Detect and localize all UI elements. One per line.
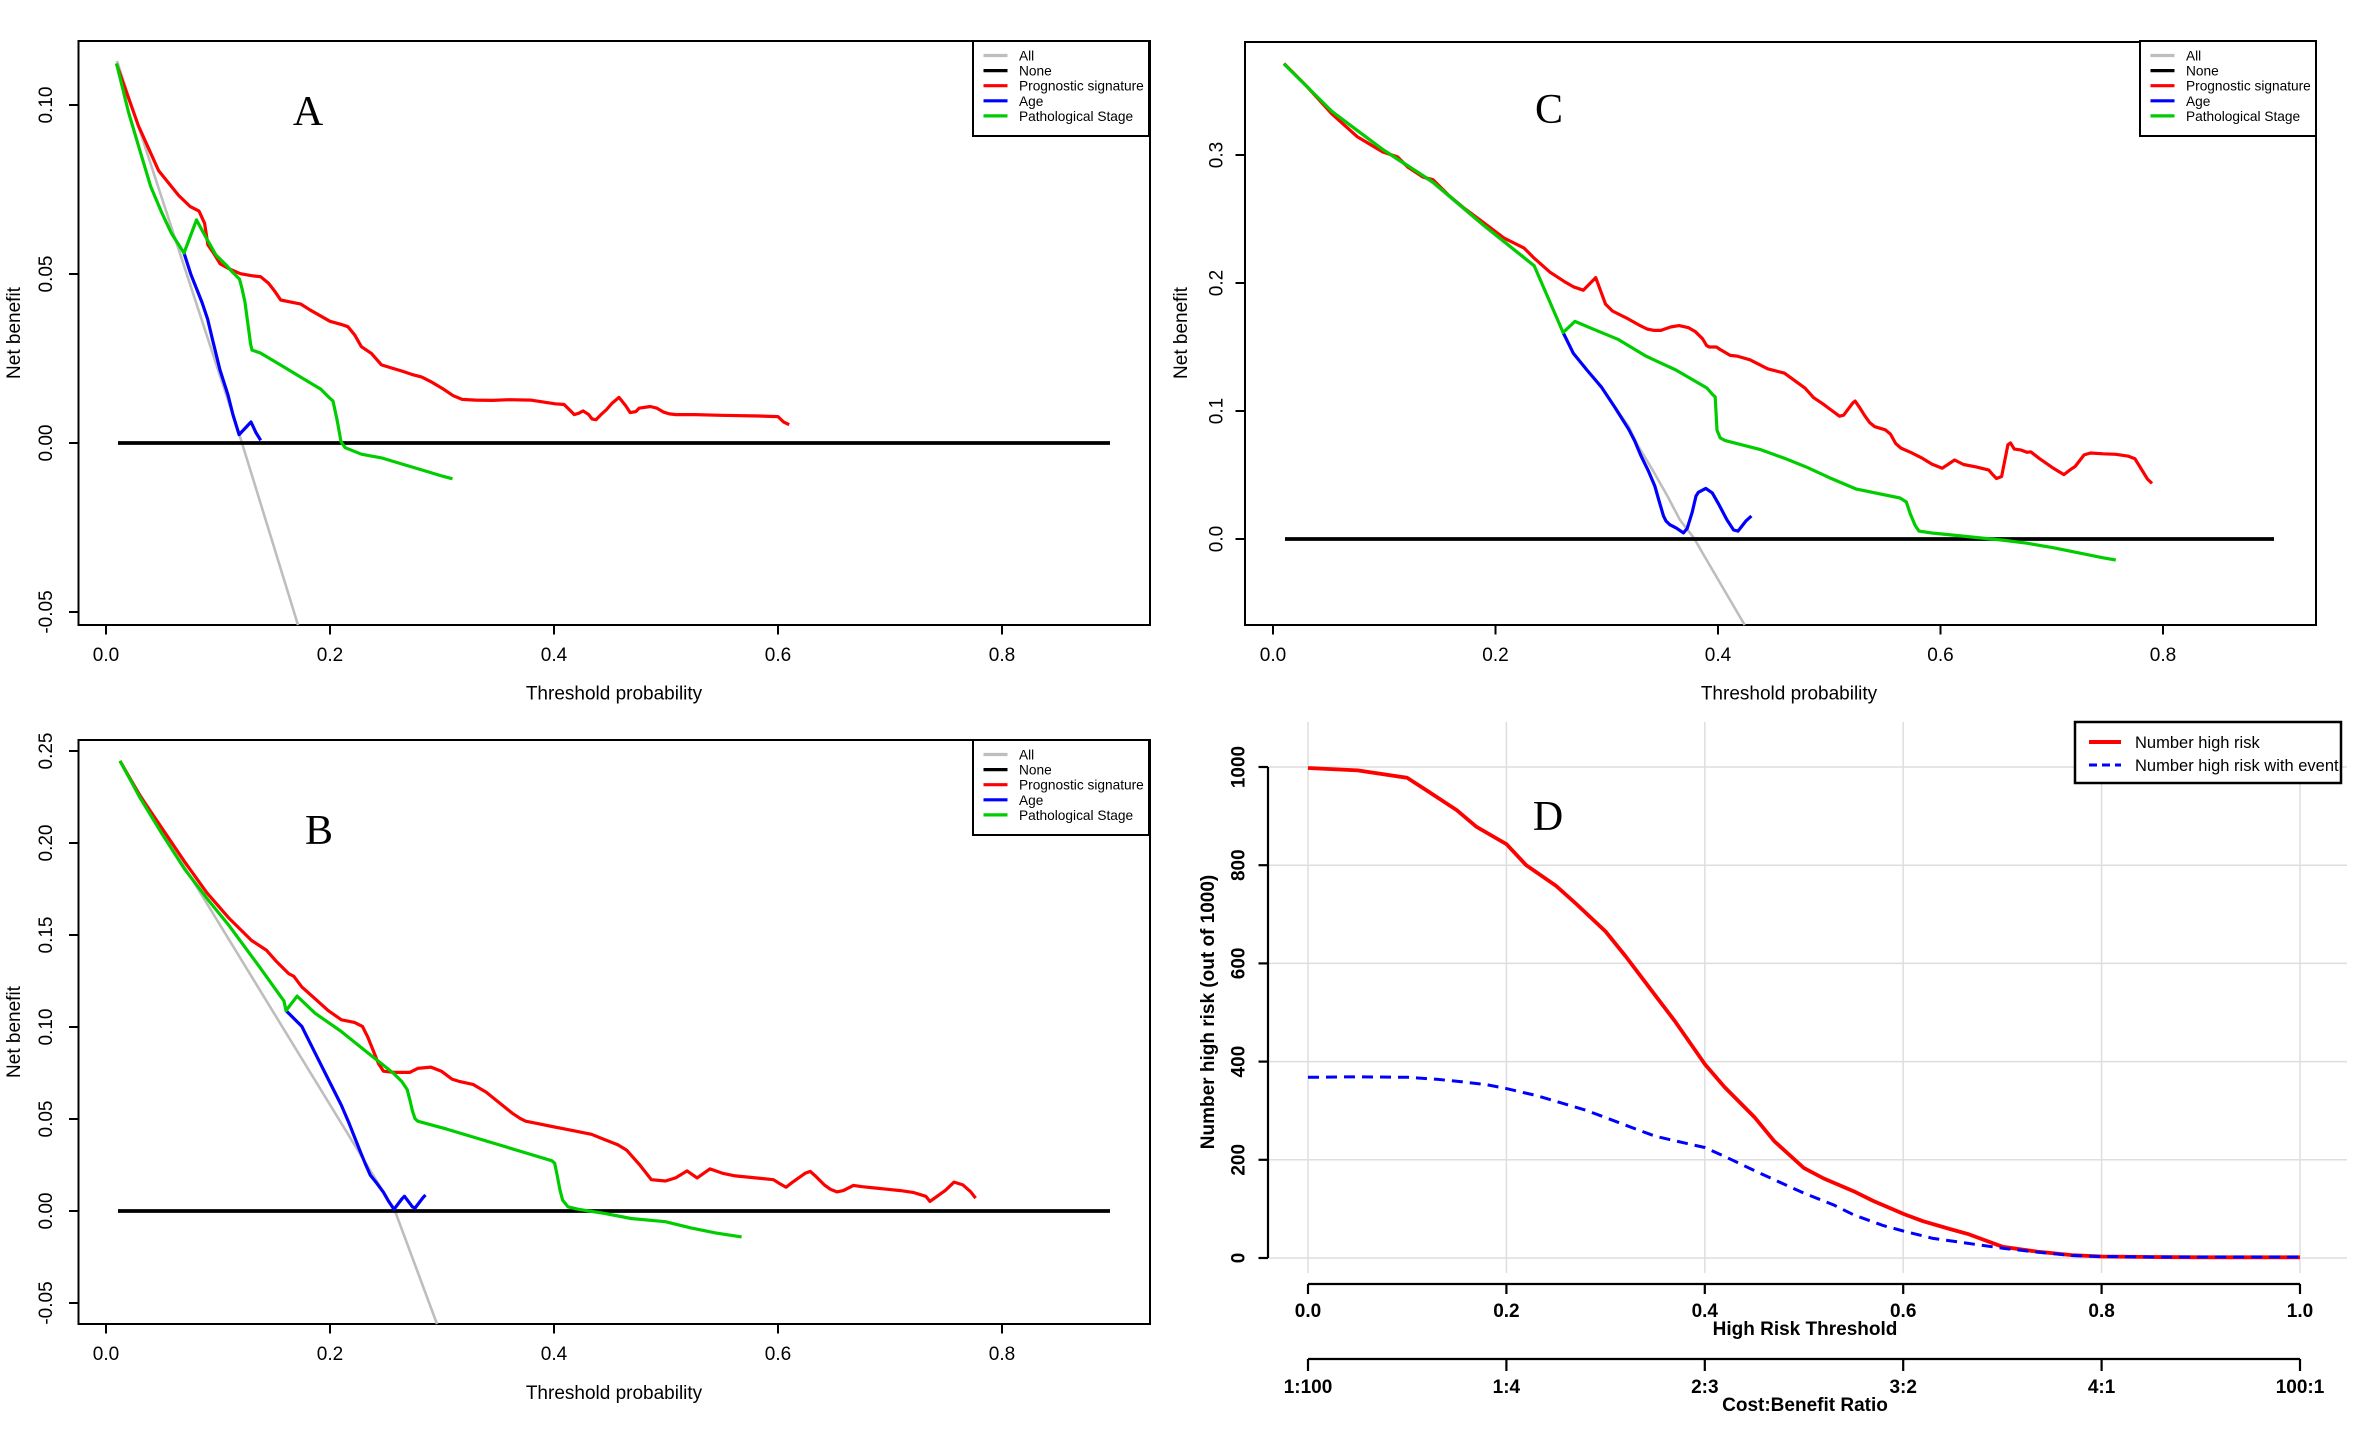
svg-text:0.8: 0.8 [2088, 1301, 2114, 1322]
svg-text:0.3: 0.3 [1207, 142, 1228, 168]
svg-text:Threshold probability: Threshold probability [526, 1383, 703, 1404]
svg-text:0.0: 0.0 [1295, 1301, 1321, 1322]
svg-text:0.4: 0.4 [1692, 1301, 1719, 1322]
svg-text:0.2: 0.2 [1493, 1301, 1519, 1322]
svg-text:0.2: 0.2 [317, 645, 343, 666]
svg-text:Age: Age [1019, 793, 1043, 808]
svg-text:A: A [293, 89, 324, 135]
svg-text:0.6: 0.6 [765, 1344, 791, 1365]
svg-text:0.2: 0.2 [1482, 645, 1508, 666]
svg-text:0.0: 0.0 [93, 1344, 119, 1365]
svg-text:Threshold probability: Threshold probability [526, 684, 703, 705]
svg-text:None: None [1019, 64, 1052, 79]
svg-text:Pathological Stage: Pathological Stage [2186, 109, 2300, 124]
svg-text:Prognostic signature: Prognostic signature [1019, 778, 1144, 793]
svg-text:100:1: 100:1 [2276, 1377, 2325, 1398]
svg-text:Cost:Benefit Ratio: Cost:Benefit Ratio [1722, 1395, 1888, 1416]
svg-text:0.0: 0.0 [1260, 645, 1286, 666]
svg-text:Pathological Stage: Pathological Stage [1019, 109, 1133, 124]
svg-text:-0.05: -0.05 [36, 1281, 57, 1324]
svg-text:200: 200 [1229, 1144, 1250, 1176]
svg-text:0.00: 0.00 [36, 1193, 57, 1230]
svg-text:0.8: 0.8 [2150, 645, 2176, 666]
svg-text:0.4: 0.4 [541, 645, 568, 666]
svg-text:0.0: 0.0 [1207, 526, 1228, 552]
svg-text:4:1: 4:1 [2088, 1377, 2116, 1398]
svg-text:B: B [305, 808, 333, 854]
svg-text:Pathological Stage: Pathological Stage [1019, 808, 1133, 823]
svg-text:All: All [1019, 748, 1034, 763]
svg-text:0.8: 0.8 [989, 645, 1015, 666]
svg-text:All: All [1019, 49, 1034, 64]
svg-text:0.05: 0.05 [36, 256, 57, 293]
svg-text:0.2: 0.2 [317, 1344, 343, 1365]
svg-text:0.4: 0.4 [541, 1344, 568, 1365]
svg-text:Net benefit: Net benefit [4, 286, 25, 379]
svg-text:-0.05: -0.05 [36, 590, 57, 633]
svg-text:Threshold probability: Threshold probability [1701, 684, 1878, 705]
svg-text:Net benefit: Net benefit [4, 985, 25, 1078]
svg-text:2:3: 2:3 [1691, 1377, 1718, 1398]
svg-text:0.25: 0.25 [36, 733, 57, 770]
svg-text:0.00: 0.00 [36, 425, 57, 462]
svg-text:None: None [1019, 763, 1052, 778]
svg-text:D: D [1533, 794, 1563, 840]
svg-text:0.6: 0.6 [765, 645, 791, 666]
svg-text:0.4: 0.4 [1705, 645, 1732, 666]
svg-text:0.15: 0.15 [36, 917, 57, 954]
svg-text:C: C [1535, 87, 1563, 133]
svg-text:400: 400 [1229, 1046, 1250, 1078]
svg-text:0.0: 0.0 [93, 645, 119, 666]
svg-text:0.1: 0.1 [1207, 398, 1228, 424]
svg-text:Net benefit: Net benefit [1171, 286, 1192, 379]
svg-text:0.10: 0.10 [36, 1009, 57, 1046]
svg-text:1:100: 1:100 [1284, 1377, 1333, 1398]
svg-text:0.05: 0.05 [36, 1101, 57, 1138]
svg-text:0.2: 0.2 [1207, 270, 1228, 296]
svg-text:0.10: 0.10 [36, 87, 57, 124]
svg-text:1:4: 1:4 [1493, 1377, 1521, 1398]
svg-text:0.20: 0.20 [36, 825, 57, 862]
svg-text:Number high risk with event: Number high risk with event [2135, 757, 2339, 775]
svg-text:600: 600 [1229, 948, 1250, 980]
svg-text:All: All [2186, 49, 2201, 64]
svg-text:Age: Age [1019, 94, 1043, 109]
svg-text:1.0: 1.0 [2287, 1301, 2313, 1322]
svg-text:0: 0 [1229, 1253, 1250, 1264]
svg-text:None: None [2186, 64, 2219, 79]
svg-text:Number high risk (out of 1000): Number high risk (out of 1000) [1198, 875, 1219, 1149]
svg-text:0.6: 0.6 [1890, 1301, 1916, 1322]
svg-text:0.6: 0.6 [1927, 645, 1953, 666]
svg-text:1000: 1000 [1229, 746, 1250, 788]
svg-text:High Risk Threshold: High Risk Threshold [1713, 1319, 1898, 1340]
svg-text:Prognostic signature: Prognostic signature [1019, 79, 1144, 94]
svg-text:3:2: 3:2 [1889, 1377, 1916, 1398]
svg-text:Number high risk: Number high risk [2135, 734, 2260, 752]
svg-text:Age: Age [2186, 94, 2210, 109]
svg-text:Prognostic signature: Prognostic signature [2186, 79, 2311, 94]
svg-text:0.8: 0.8 [989, 1344, 1015, 1365]
svg-text:800: 800 [1229, 849, 1250, 881]
